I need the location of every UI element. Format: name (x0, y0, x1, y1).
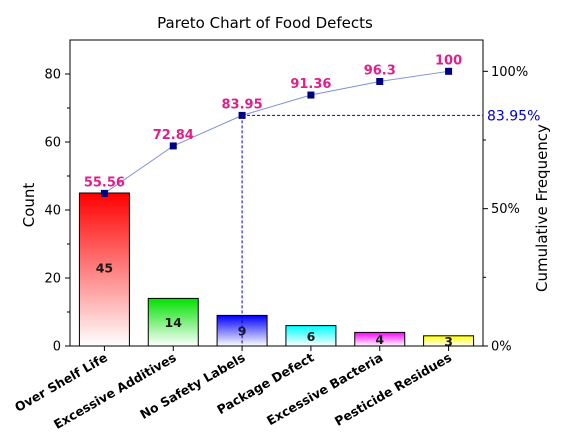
y-tick-label: 40 (44, 204, 61, 219)
y2-tick-label: 50% (491, 202, 520, 217)
plot-frame (69, 39, 484, 347)
bar-value-label: 4 (375, 332, 384, 347)
reference-label: 83.95% (487, 108, 540, 124)
y2-tick-label: 100% (491, 65, 528, 80)
y-tick-label: 80 (44, 68, 61, 83)
bar-value-label: 6 (307, 329, 316, 344)
reference-lines: 83.95% (241, 108, 540, 346)
category-label: Excessive Bacteria (264, 350, 385, 429)
chart-title: Pareto Chart of Food Defects (157, 14, 373, 32)
bar-0 (78, 192, 130, 347)
cumulative-marker (445, 67, 453, 75)
category-label: Pesticide Residues (332, 350, 454, 429)
cumulative-value-label: 91.36 (290, 77, 331, 92)
plot-area (69, 39, 484, 347)
bar-5 (423, 335, 475, 347)
category-label: Excessive Additives (51, 350, 179, 432)
bar-value-label: 14 (165, 315, 183, 330)
cumulative-marker (307, 91, 315, 99)
axes (103, 346, 450, 351)
cumulative-value-label: 100 (435, 53, 462, 68)
bar-3 (285, 325, 337, 347)
y-tick-label: 20 (44, 272, 61, 287)
bars (78, 192, 475, 347)
bar-1 (147, 297, 199, 347)
y2-axis-title: Cumulative Frequency (533, 124, 551, 292)
left-axis-ticks: 0 20 40 60 80 (44, 68, 70, 355)
y-tick-label: 0 (53, 340, 61, 355)
right-axis-ticks: 0% 50% 100% (483, 65, 528, 355)
y-tick-label: 60 (44, 136, 61, 151)
cumulative-value-label: 72.84 (153, 128, 194, 143)
bar-value-label: 45 (96, 261, 113, 276)
cumulative-marker (100, 189, 108, 197)
cumulative-value-label: 83.95 (222, 97, 263, 112)
bar-4 (354, 331, 406, 347)
cumulative-value-label: 55.56 (84, 175, 125, 190)
bar-value-label: 3 (444, 334, 453, 349)
cumulative-marker (376, 77, 384, 85)
cumulative-value-label: 96.3 (364, 63, 396, 78)
cumulative-marker (169, 142, 177, 150)
y-axis-title: Count (20, 183, 38, 228)
cumulative-labels: 55.56 72.84 83.95 91.36 96.3 100 (84, 53, 462, 190)
cumulative-polyline (104, 70, 449, 194)
y2-tick-label: 0% (491, 340, 512, 355)
